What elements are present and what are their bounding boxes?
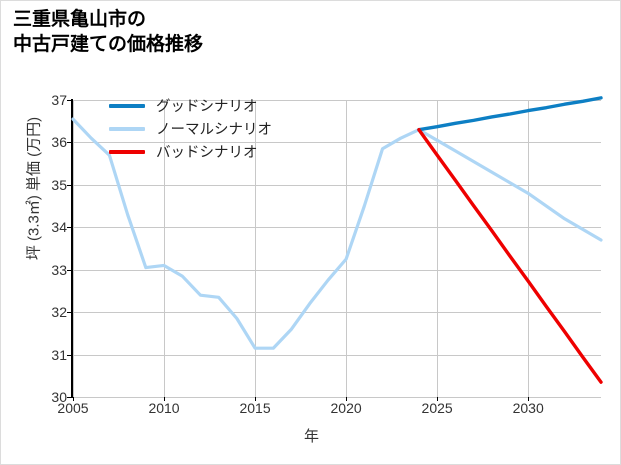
- gridline-horizontal: [73, 354, 601, 356]
- x-axis-tick-label: 2010: [148, 400, 180, 416]
- legend-swatch-good: [109, 103, 145, 108]
- x-axis-tick-mark: [437, 397, 439, 401]
- plot-background: [73, 100, 601, 397]
- x-axis-tick-mark: [255, 397, 257, 401]
- gridline-horizontal: [73, 100, 601, 101]
- legend-swatch-bad: [109, 149, 145, 154]
- plot-area: [71, 96, 603, 398]
- gridline-vertical: [437, 100, 439, 397]
- y-axis-tick-label: 36: [51, 134, 67, 151]
- x-axis-tick-mark: [528, 397, 530, 401]
- y-axis-tick-mark: [67, 227, 71, 229]
- gridline-horizontal: [73, 142, 601, 144]
- y-axis-tick-label: 35: [51, 176, 67, 193]
- gridline-vertical: [73, 100, 74, 397]
- y-axis-tick-label: 37: [51, 92, 67, 108]
- chart-legend: グッドシナリオ ノーマルシナリオ バッドシナリオ: [109, 94, 329, 163]
- y-axis-tick-label: 33: [51, 261, 67, 278]
- x-axis-tick-mark: [346, 397, 348, 401]
- chart-title: 三重県亀山市の 中古戸建ての価格推移: [13, 9, 204, 55]
- y-axis-label: 坪 (3.3㎡) 単価 (万円): [25, 116, 43, 261]
- legend-item-good[interactable]: グッドシナリオ: [109, 94, 329, 117]
- legend-label-good: グッドシナリオ: [156, 99, 258, 115]
- y-axis-tick-mark: [67, 100, 71, 101]
- y-axis-tick-mark: [67, 269, 71, 271]
- legend-item-bad[interactable]: バッドシナリオ: [109, 140, 329, 163]
- gridline-horizontal: [73, 397, 601, 398]
- x-axis-tick-mark: [73, 397, 74, 401]
- gridline-vertical: [255, 100, 257, 397]
- y-axis-spine: [71, 99, 73, 398]
- gridline-horizontal: [73, 184, 601, 186]
- y-axis-tick-label: 34: [51, 219, 67, 236]
- series-line-normal: [71, 117, 603, 350]
- gridline-vertical: [164, 100, 166, 397]
- x-axis-tick-label: 2030: [512, 400, 544, 416]
- y-axis-tick-label: 31: [51, 346, 67, 363]
- x-axis-tick-label: 2025: [421, 400, 453, 416]
- series-line-bad: [417, 128, 603, 384]
- y-axis-tick-mark: [67, 312, 71, 314]
- x-axis-tick-label: 2015: [239, 400, 271, 416]
- gridline-horizontal: [73, 227, 601, 229]
- legend-label-normal: ノーマルシナリオ: [156, 122, 272, 138]
- y-axis-tick-label: 32: [51, 304, 67, 321]
- x-axis-label: 年: [303, 428, 319, 445]
- legend-label-bad: バッドシナリオ: [156, 145, 258, 161]
- gridline-horizontal: [73, 312, 601, 314]
- gridline-vertical: [528, 100, 530, 397]
- legend-swatch-normal: [109, 126, 145, 131]
- data-series-layer: [71, 96, 603, 384]
- y-axis-tick-labels: 30 31 32 33 34 35 36 37: [1, 1, 67, 464]
- y-axis-tick-mark: [67, 184, 71, 186]
- series-line-good: [417, 96, 603, 132]
- y-axis-tick-mark: [67, 354, 71, 356]
- x-axis-tick-label: 2005: [57, 400, 89, 416]
- x-axis-tick-mark: [164, 397, 166, 401]
- legend-item-normal[interactable]: ノーマルシナリオ: [109, 117, 329, 140]
- gridline-vertical: [346, 100, 348, 397]
- y-axis-tick-mark: [67, 397, 71, 398]
- y-axis-tick-label: 30: [51, 389, 67, 405]
- y-axis-tick-mark: [67, 142, 71, 144]
- x-axis-tick-label: 2020: [330, 400, 362, 416]
